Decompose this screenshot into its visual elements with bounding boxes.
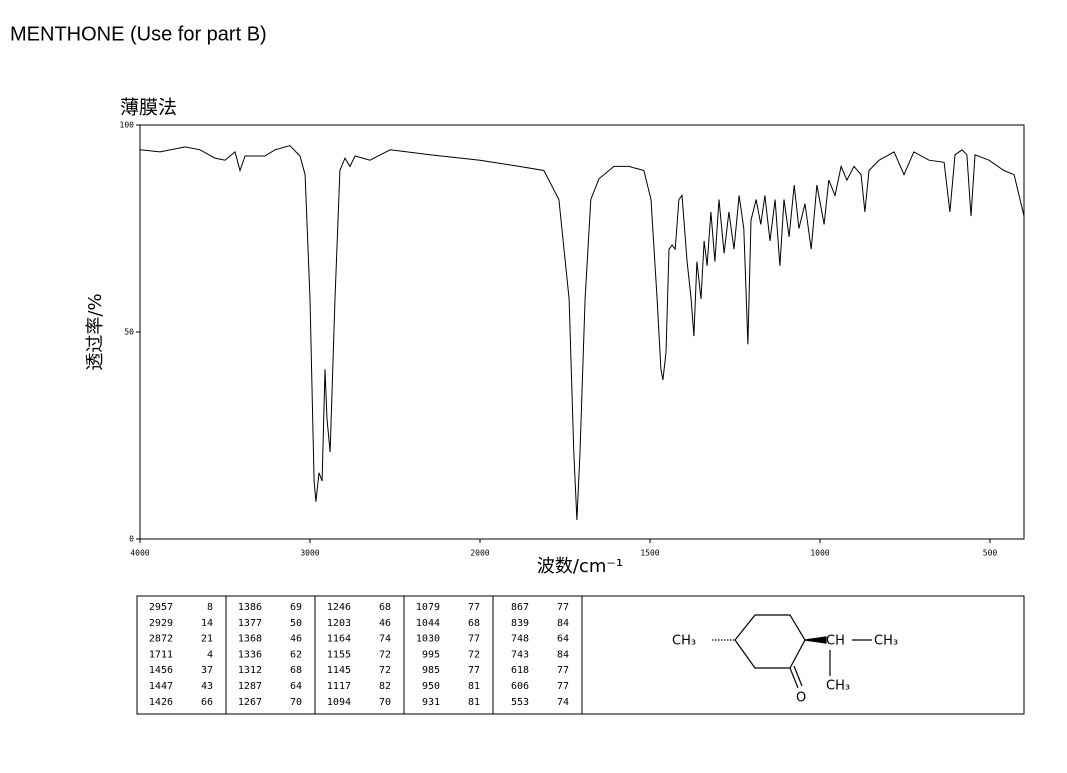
table-cell: 1386 (238, 602, 262, 613)
table-cell: 748 (511, 634, 529, 645)
table-cell: 46 (290, 634, 302, 645)
table-cell: 995 (422, 649, 440, 660)
table-cell: 21 (201, 634, 213, 645)
table-cell: 81 (468, 697, 480, 708)
table-cell: 69 (290, 602, 302, 613)
table-cell: 77 (557, 681, 569, 692)
table-cell: 931 (422, 697, 440, 708)
table-cell: 1164 (327, 634, 351, 645)
table-cell: 1447 (149, 681, 173, 692)
table-cell: 1377 (238, 618, 262, 629)
double-bond (789, 667, 799, 689)
table-cell: 553 (511, 697, 529, 708)
table-cell: 64 (557, 634, 569, 645)
table-cell: 1203 (327, 618, 351, 629)
table-cell: 64 (290, 681, 302, 692)
table-cell: 74 (379, 634, 391, 645)
spectrum-line (139, 145, 1025, 521)
table-cell: 62 (290, 649, 302, 660)
table-cell: 4 (207, 649, 213, 660)
table-cell: 1456 (149, 665, 173, 676)
table-cell: 68 (379, 602, 391, 613)
table-cell: 867 (511, 602, 529, 613)
table-cell: 606 (511, 681, 529, 692)
table-cell: 1117 (327, 681, 351, 692)
table-cell: 70 (290, 697, 302, 708)
plot-frame (139, 124, 1025, 540)
table-cell: 618 (511, 665, 529, 676)
table-cell: 77 (468, 634, 480, 645)
table-cell: 2957 (149, 602, 173, 613)
table-cell: 77 (557, 665, 569, 676)
table-cell: 2929 (149, 618, 173, 629)
table-cell: 2872 (149, 634, 173, 645)
structure-label: CH (826, 634, 845, 649)
table-cell: 72 (379, 665, 391, 676)
table-cell: 68 (468, 618, 480, 629)
y-tick-label: 100 (120, 121, 135, 130)
x-tick-label: 500 (983, 549, 998, 558)
table-cell: 1267 (238, 697, 262, 708)
ring (734, 614, 806, 669)
table-frame (136, 595, 1025, 715)
chart-subtitle: 薄膜法 (120, 97, 177, 119)
table-cell: 1030 (416, 634, 440, 645)
chart-title: MENTHONE (Use for part B) (10, 23, 267, 45)
table-cell: 37 (201, 665, 213, 676)
table-cell: 46 (379, 618, 391, 629)
peak-table: 2957 8 2929 14 2872 21 1711 4 1456 37 1447 43 1426 66… (149, 596, 583, 714)
table-cell: 84 (557, 618, 569, 629)
structure-label: CH₃ (826, 679, 850, 694)
table-cell: 70 (379, 697, 391, 708)
wedge-bond (804, 636, 827, 644)
table-cell: 1094 (327, 697, 351, 708)
y-tick-label: 50 (124, 328, 134, 337)
table-cell: 743 (511, 649, 529, 660)
structure-drawing (712, 614, 872, 689)
y-axis-label: 透过率/% (85, 293, 106, 370)
table-cell: 1336 (238, 649, 262, 660)
table-cell: 839 (511, 618, 529, 629)
table-cell: 8 (207, 602, 213, 613)
table-cell: 950 (422, 681, 440, 692)
table-cell: 81 (468, 681, 480, 692)
table-cell: 77 (468, 602, 480, 613)
table-cell: 68 (290, 665, 302, 676)
x-tick-label: 1000 (810, 549, 829, 558)
x-axis-label: 波数/cm⁻¹ (537, 556, 623, 577)
table-cell: 1711 (149, 649, 173, 660)
table-cell: 1079 (416, 602, 440, 613)
table-cell: 72 (468, 649, 480, 660)
x-tick-label: 2000 (470, 549, 489, 558)
table-cell: 1368 (238, 634, 262, 645)
table-cell: 1155 (327, 649, 351, 660)
structure-label: O (796, 691, 806, 706)
table-cell: 1426 (149, 697, 173, 708)
table-cell: 985 (422, 665, 440, 676)
table-cell: 74 (557, 697, 569, 708)
x-tick-label: 4000 (130, 549, 149, 558)
table-cell: 1246 (327, 602, 351, 613)
structure-label: CH₃ (672, 634, 696, 649)
table-cell: 1145 (327, 665, 351, 676)
y-tick-label: 0 (129, 535, 134, 544)
table-cell: 1312 (238, 665, 262, 676)
table-cell: 77 (468, 665, 480, 676)
x-tick-label: 3000 (300, 549, 319, 558)
double-bond (793, 665, 803, 687)
table-cell: 14 (201, 618, 213, 629)
table-cell: 43 (201, 681, 213, 692)
table-cell: 1287 (238, 681, 262, 692)
table-cell: 82 (379, 681, 391, 692)
table-cell: 1044 (416, 618, 440, 629)
table-cell: 84 (557, 649, 569, 660)
table-cell: 72 (379, 649, 391, 660)
x-tick-label: 1500 (640, 549, 659, 558)
table-cell: 66 (201, 697, 213, 708)
table-cell: 77 (557, 602, 569, 613)
table-cell: 50 (290, 618, 302, 629)
structure-label: CH₃ (874, 634, 898, 649)
